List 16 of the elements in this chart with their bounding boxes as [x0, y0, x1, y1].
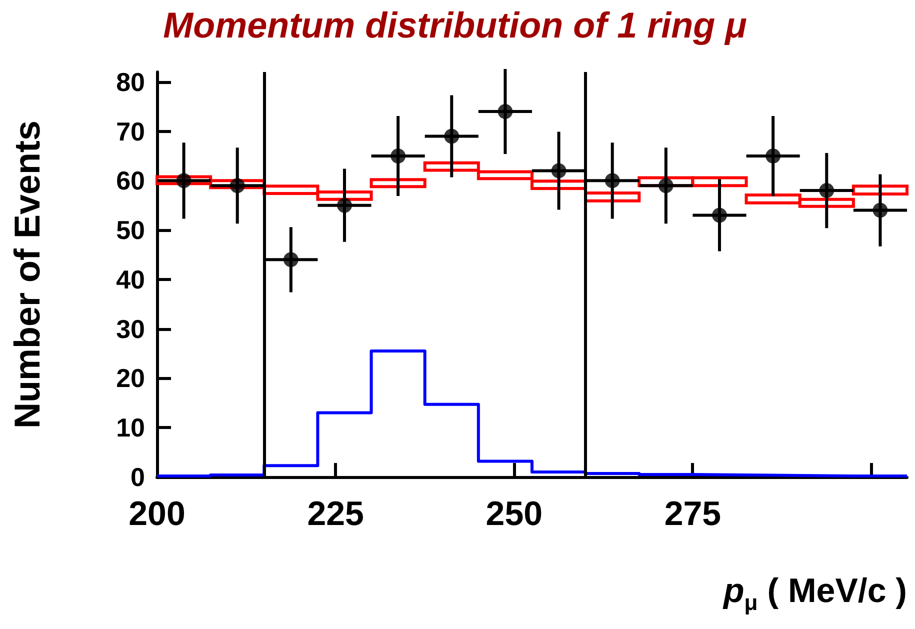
x-tick-label: 275	[664, 495, 722, 533]
y-tick-label: 0	[130, 462, 145, 492]
x-axis-title: p$_{μ}$ ( MeV/c )	[724, 572, 907, 616]
y-tick-label: 70	[116, 116, 145, 146]
y-tick-label: 20	[116, 363, 145, 394]
y-tick-label: 60	[116, 166, 145, 196]
x-tick-label: 200	[128, 495, 186, 533]
chart-title: Momentum distribution of 1 ring μ	[163, 4, 748, 46]
x-tick-label: 250	[486, 495, 543, 533]
y-tick-label: 80	[116, 66, 145, 97]
y-axis-title: Number of Events	[6, 120, 48, 429]
y-tick-label: 50	[116, 215, 145, 246]
y-tick-label: 40	[116, 264, 145, 294]
y-tick-label: 10	[116, 412, 145, 443]
y-tick-label: 30	[116, 314, 145, 344]
x-tick-label: 225	[307, 495, 364, 533]
